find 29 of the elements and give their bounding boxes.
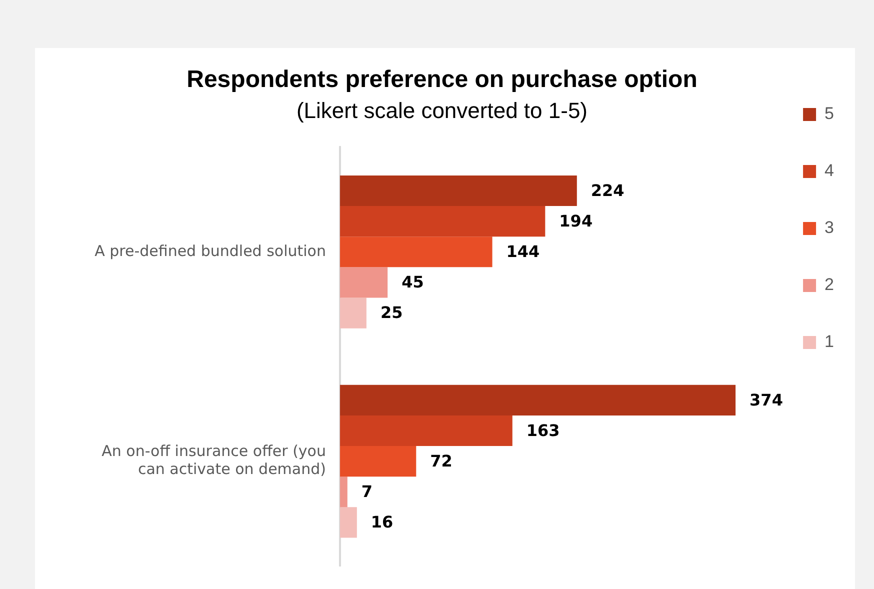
bar [340, 175, 577, 206]
bar [340, 298, 366, 328]
data-label: 72 [430, 451, 452, 470]
chart-title: Respondents preference on purchase option [186, 66, 698, 94]
bar [340, 415, 512, 446]
bar [340, 206, 546, 237]
bar [340, 446, 416, 477]
data-label: 7 [361, 482, 373, 502]
data-label: 163 [526, 420, 560, 440]
y-tick-label: A pre-defined bundled solution [94, 242, 326, 260]
y-tick-label: An on-off insurance offer (you can activate on demand) [102, 442, 326, 478]
legend-label: 4 [824, 161, 834, 180]
legend-label: 1 [824, 332, 834, 352]
bar [340, 507, 357, 538]
legend-label: 3 [824, 218, 834, 238]
data-label: 45 [402, 272, 424, 292]
data-label: 224 [590, 180, 624, 200]
bar [340, 384, 736, 416]
data-label: 194 [559, 211, 593, 230]
bar [340, 236, 492, 268]
bar [340, 267, 388, 298]
legend-label: 2 [824, 275, 834, 294]
bar [340, 476, 348, 508]
legend-label: 5 [824, 104, 834, 124]
data-label: 16 [370, 512, 394, 532]
chart-subtitle: (Likert scale converted to 1-5) [296, 98, 588, 124]
data-label: 374 [750, 390, 783, 410]
data-label: 144 [506, 242, 540, 262]
data-label: 25 [380, 303, 403, 322]
